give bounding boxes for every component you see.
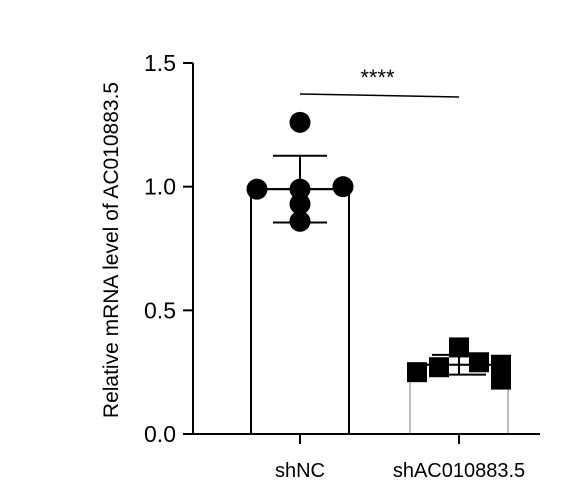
data-point (246, 178, 268, 200)
data-point (429, 357, 449, 378)
y-tick-label: 1.0 (144, 174, 176, 200)
bars (250, 188, 509, 434)
x-tick-label: shAC010883.5 (393, 460, 525, 482)
significance-label: **** (360, 65, 395, 90)
data-point (289, 193, 311, 215)
y-tick-label: 0.0 (144, 421, 176, 447)
data-points (246, 111, 511, 390)
x-tick-label: shNC (275, 460, 325, 482)
data-point (407, 362, 427, 383)
y-axis: 0.0 0.5 1.0 1.5 (144, 50, 194, 447)
significance-line (299, 93, 460, 98)
data-point (332, 176, 354, 198)
data-point (289, 210, 311, 232)
significance-annotation: **** (299, 65, 460, 98)
data-point (491, 369, 511, 390)
data-point (469, 352, 489, 373)
x-axis: shNC shAC010883.5 (193, 433, 540, 482)
y-tick-label: 1.5 (144, 50, 176, 76)
data-point (289, 111, 311, 133)
y-tick-label: 0.5 (144, 297, 176, 323)
data-point (289, 178, 311, 200)
y-axis-label: Relative mRNA level of AC010883.5 (100, 82, 123, 418)
data-point (449, 337, 469, 358)
